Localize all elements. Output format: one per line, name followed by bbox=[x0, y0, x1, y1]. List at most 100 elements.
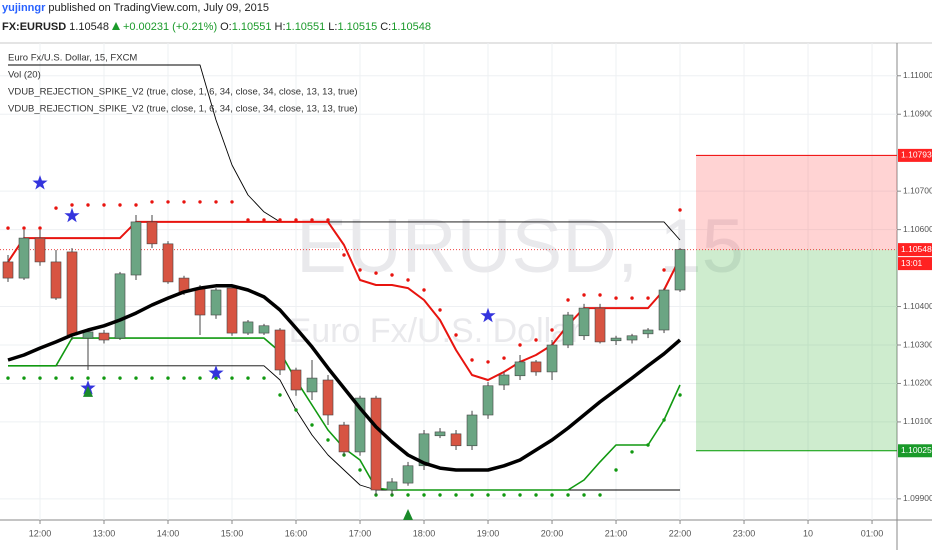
y-tick-label: 1.10900 bbox=[903, 108, 932, 118]
target-label-bg bbox=[898, 148, 932, 162]
candle-body bbox=[50, 261, 62, 299]
signal-dot bbox=[246, 376, 250, 380]
x-tick-label: 14:00 bbox=[157, 528, 180, 538]
signal-dot bbox=[198, 376, 202, 380]
signal-dot bbox=[86, 203, 90, 207]
publisher[interactable]: yujinngr bbox=[2, 2, 46, 14]
ohlc-value: 1.10515 bbox=[337, 21, 378, 33]
star-signal bbox=[32, 175, 48, 190]
x-tick-label: 16:00 bbox=[285, 528, 308, 538]
signal-dot bbox=[214, 376, 218, 380]
x-tick-label: 22:00 bbox=[669, 528, 692, 538]
legend-entry: Vol (20) bbox=[8, 70, 41, 81]
published-text: published on TradingView.com, July 09, 2… bbox=[48, 2, 269, 14]
x-tick-label: 17:00 bbox=[349, 528, 372, 538]
candle-body bbox=[498, 374, 510, 386]
x-tick-label: 12:00 bbox=[29, 528, 52, 538]
y-tick-label: 1.11000 bbox=[903, 70, 932, 80]
signal-dot bbox=[406, 493, 410, 497]
candle-body bbox=[306, 377, 318, 393]
signal-dot bbox=[390, 273, 394, 277]
candle-body bbox=[610, 337, 622, 342]
signal-dot bbox=[246, 218, 250, 222]
triangle-signal bbox=[83, 385, 94, 397]
x-tick-label: 13:00 bbox=[93, 528, 116, 538]
countdown-label: 13:01 bbox=[901, 258, 923, 268]
signal-dot bbox=[614, 296, 618, 300]
candle-body bbox=[242, 321, 254, 334]
x-tick-label: 20:00 bbox=[541, 528, 564, 538]
signal-dot bbox=[358, 468, 362, 472]
stop-label: 1.10025 bbox=[901, 445, 932, 455]
candle-body bbox=[402, 465, 414, 484]
countdown-label-bg bbox=[898, 257, 932, 271]
signal-dot bbox=[230, 200, 234, 204]
candle-body bbox=[642, 329, 654, 335]
legend-entry: VDUB_REJECTION_SPIKE_V2 (true, close, 1,… bbox=[8, 87, 358, 98]
signal-dot bbox=[262, 218, 266, 222]
signal-dot bbox=[310, 423, 314, 427]
signal-dot bbox=[22, 226, 26, 230]
signal-dot bbox=[678, 393, 682, 397]
signal-dot bbox=[534, 338, 538, 342]
signal-dot bbox=[662, 418, 666, 422]
signal-dot bbox=[630, 296, 634, 300]
signal-dot bbox=[182, 200, 186, 204]
candle-body bbox=[578, 307, 590, 337]
candle-body bbox=[114, 273, 126, 339]
header: yujinngr published on TradingView.com, Ju… bbox=[0, 0, 932, 43]
signal-dot bbox=[438, 308, 442, 312]
signal-dot bbox=[166, 200, 170, 204]
signal-dot bbox=[86, 376, 90, 380]
x-tick-label: 10 bbox=[803, 528, 813, 538]
stop-zone bbox=[696, 249, 897, 451]
y-tick-label: 1.09900 bbox=[903, 493, 932, 503]
signal-dot bbox=[502, 493, 506, 497]
symbol: FX:EURUSD bbox=[2, 21, 67, 33]
signal-dot bbox=[54, 376, 58, 380]
signal-dot bbox=[470, 493, 474, 497]
x-tick-label: 15:00 bbox=[221, 528, 244, 538]
signal-dot bbox=[118, 376, 122, 380]
signal-dot bbox=[310, 218, 314, 222]
signal-dot bbox=[294, 218, 298, 222]
candle-body bbox=[274, 329, 286, 371]
indicator-line bbox=[7, 284, 682, 472]
stop-label-bg bbox=[898, 444, 932, 458]
signal-dot bbox=[70, 203, 74, 207]
candle-body bbox=[258, 325, 270, 334]
ohlc-key: O: bbox=[220, 21, 232, 33]
candle-body bbox=[34, 237, 46, 263]
target-zone bbox=[696, 155, 897, 250]
signal-dot bbox=[38, 226, 42, 230]
signal-dot bbox=[630, 450, 634, 454]
signal-dot bbox=[150, 200, 154, 204]
signal-dot bbox=[150, 376, 154, 380]
target-label: 1.10793 bbox=[901, 150, 932, 160]
x-tick-label: 19:00 bbox=[477, 528, 500, 538]
candle-body bbox=[194, 288, 206, 316]
signal-dot bbox=[502, 356, 506, 360]
signal-dot bbox=[134, 203, 138, 207]
signal-dot bbox=[230, 376, 234, 380]
y-tick-label: 1.10100 bbox=[903, 416, 932, 426]
star-signal bbox=[64, 207, 80, 223]
signal-dot bbox=[582, 493, 586, 497]
last-price-label: 1.10548 bbox=[901, 244, 932, 254]
candle-body bbox=[482, 385, 494, 416]
x-tick-label: 23:00 bbox=[733, 528, 756, 538]
candle-body bbox=[370, 397, 382, 491]
candle-body bbox=[338, 424, 350, 453]
signal-dot bbox=[598, 493, 602, 497]
ohlc-key: L: bbox=[328, 21, 338, 33]
candle-body bbox=[290, 369, 302, 391]
signal-dot bbox=[438, 493, 442, 497]
candle-body bbox=[226, 287, 238, 334]
signal-dot bbox=[102, 376, 106, 380]
candle-body bbox=[466, 414, 478, 447]
candle-body bbox=[354, 397, 366, 453]
legend-entry: VDUB_REJECTION_SPIKE_V2 (true, close, 1,… bbox=[8, 104, 358, 115]
quote-line: FX:EURUSD 1.10548 +0.00231 (+0.21%) O:1.105… bbox=[2, 21, 434, 33]
signal-dot bbox=[198, 200, 202, 204]
signal-dot bbox=[646, 296, 650, 300]
